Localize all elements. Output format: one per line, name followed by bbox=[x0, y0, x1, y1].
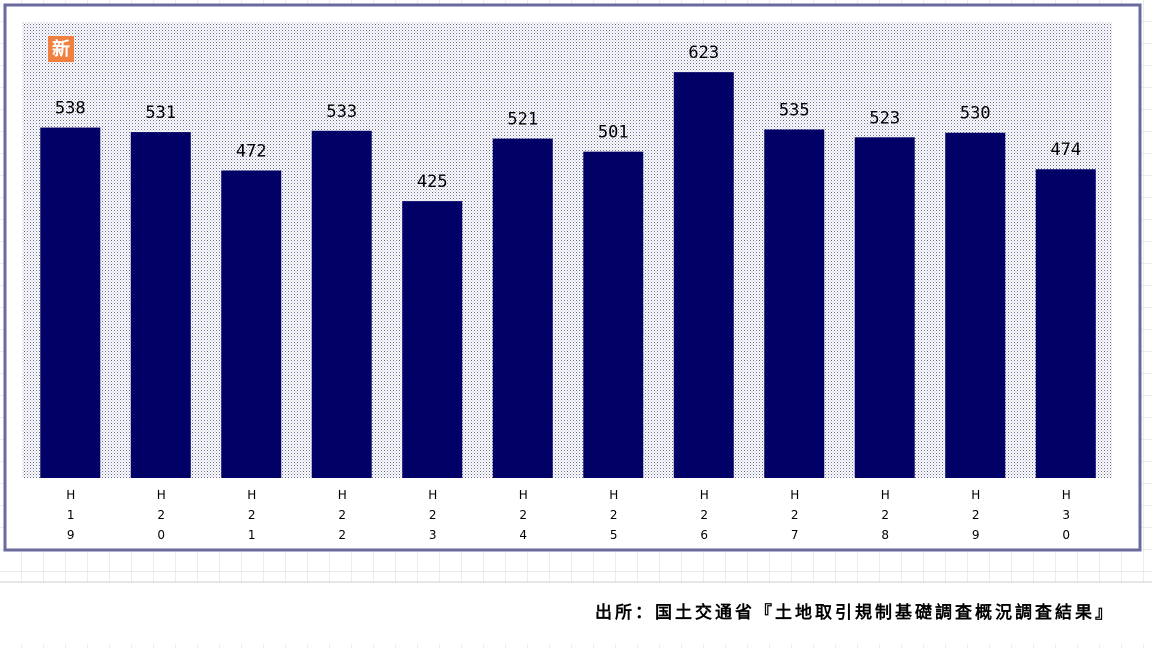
x-tick-label: H22 bbox=[335, 488, 349, 548]
bar bbox=[945, 132, 1006, 478]
data-label: 425 bbox=[417, 172, 448, 192]
data-label: 535 bbox=[779, 100, 810, 120]
bar bbox=[311, 130, 372, 478]
bar bbox=[673, 72, 734, 478]
x-tick-label: H23 bbox=[426, 488, 440, 548]
x-tick-label: H21 bbox=[245, 488, 259, 548]
bar bbox=[130, 132, 191, 478]
data-label: 472 bbox=[236, 142, 267, 162]
bar bbox=[40, 127, 101, 478]
bar bbox=[854, 137, 915, 478]
source-area bbox=[0, 582, 1152, 644]
badge-text: 新 bbox=[52, 38, 70, 60]
x-tick-label: H26 bbox=[697, 488, 711, 548]
data-label: 501 bbox=[598, 123, 629, 143]
bar bbox=[221, 170, 282, 479]
data-label: 531 bbox=[145, 103, 176, 123]
data-label: 521 bbox=[507, 110, 538, 130]
x-tick-label: H28 bbox=[878, 488, 892, 548]
x-tick-label: H25 bbox=[607, 488, 621, 548]
data-label: 623 bbox=[688, 43, 719, 63]
x-tick-label: H19 bbox=[64, 488, 78, 548]
source-note: 出所：国土交通省『土地取引規制基礎調査概況調査結果』 bbox=[595, 602, 1115, 623]
badge bbox=[48, 36, 74, 62]
bar bbox=[583, 151, 644, 479]
bar bbox=[492, 138, 553, 478]
data-label: 533 bbox=[326, 102, 357, 122]
bar bbox=[1035, 169, 1096, 479]
data-label: 474 bbox=[1050, 140, 1081, 160]
x-tick-label: H29 bbox=[969, 488, 983, 548]
data-label: 538 bbox=[55, 99, 86, 119]
x-tick-label: H30 bbox=[1059, 488, 1073, 548]
bar bbox=[402, 201, 463, 478]
x-tick-label: H24 bbox=[516, 488, 530, 548]
x-tick-label: H20 bbox=[154, 488, 168, 548]
bar bbox=[764, 129, 825, 478]
data-label: 523 bbox=[869, 108, 900, 128]
x-tick-label: H27 bbox=[788, 488, 802, 548]
plot-area bbox=[22, 22, 1112, 478]
data-label: 530 bbox=[960, 104, 991, 124]
